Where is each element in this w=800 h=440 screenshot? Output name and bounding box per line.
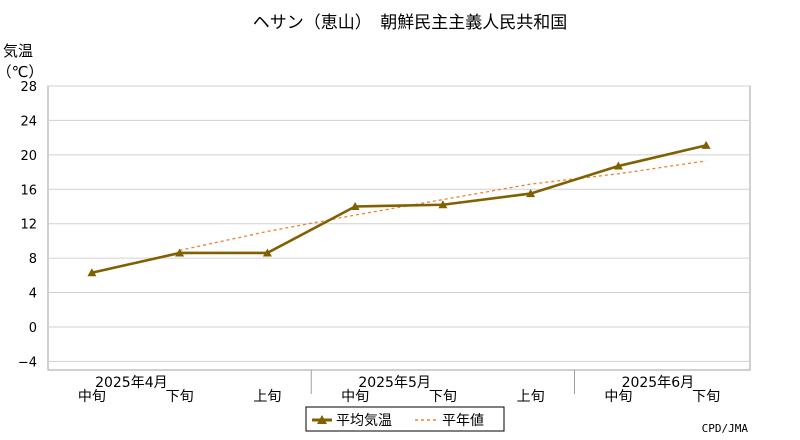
data-point-mean <box>175 248 185 257</box>
plot-area <box>47 85 751 371</box>
month-label: 2025年5月 <box>358 375 431 391</box>
legend-marker-mean <box>317 415 327 424</box>
legend: 平均気温 平年値 <box>305 406 505 432</box>
y-tick-label: 20 <box>20 149 37 164</box>
y-axis-unit: （℃） <box>0 63 43 81</box>
month-label: 2025年6月 <box>622 375 695 391</box>
x-category-label: 中旬 <box>78 389 106 405</box>
y-tick-label: 4 <box>29 287 37 302</box>
y-axis-ticks: 28 24 20 16 12 8 4 0 −4 <box>18 80 37 370</box>
grid <box>48 85 750 362</box>
data-point-mean <box>350 201 360 210</box>
legend-label-normal: 平年値 <box>442 413 484 429</box>
x-category-label: 中旬 <box>341 389 369 405</box>
chart-title: ヘサン（恵山） 朝鮮民主主義人民共和国 <box>253 13 568 33</box>
y-tick-label: 0 <box>29 321 37 336</box>
legend-box <box>305 406 505 432</box>
y-tick-label: 24 <box>20 114 37 129</box>
y-tick-label: −4 <box>18 355 37 370</box>
x-category-label: 上旬 <box>253 389 281 405</box>
series-line-mean <box>91 144 707 275</box>
series-group <box>87 140 711 277</box>
y-tick-label: 12 <box>20 218 37 233</box>
series-line-normal <box>179 160 707 252</box>
data-point-mean <box>87 268 97 277</box>
x-category-label: 下旬 <box>429 389 457 405</box>
data-point-mean <box>262 248 272 257</box>
legend-label-mean: 平均気温 <box>336 413 392 429</box>
y-axis-label: 気温 <box>3 42 33 60</box>
x-category-label: 中旬 <box>604 389 632 405</box>
y-tick-label: 16 <box>20 183 37 198</box>
month-label: 2025年4月 <box>95 375 168 391</box>
y-tick-label: 8 <box>29 252 37 267</box>
x-category-label: 下旬 <box>166 389 194 405</box>
data-point-mean <box>438 200 448 209</box>
x-category-label: 下旬 <box>692 389 720 405</box>
data-point-mean <box>526 189 536 198</box>
data-point-mean <box>701 140 711 149</box>
x-category-label: 上旬 <box>517 389 545 405</box>
data-point-mean <box>613 161 623 170</box>
credit-text: CPD/JMA <box>702 422 749 435</box>
y-tick-label: 28 <box>20 80 37 95</box>
